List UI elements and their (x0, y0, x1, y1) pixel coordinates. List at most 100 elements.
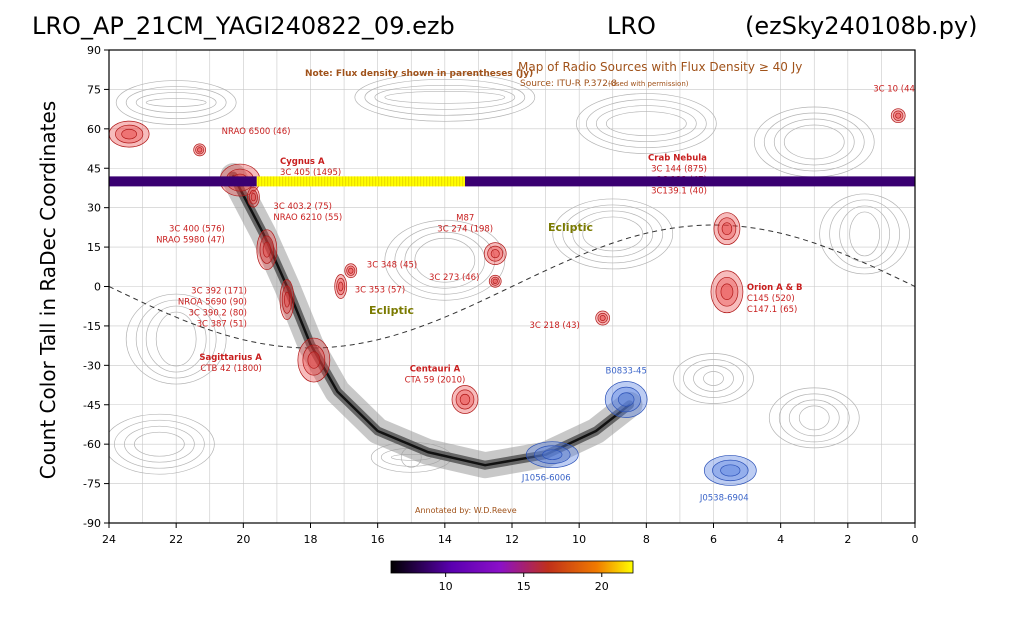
colorbar-tick-label: 10 (439, 580, 453, 593)
red-source-label: Crab Nebula (648, 154, 707, 164)
red-source-label: NROA 5690 (90) (178, 298, 247, 308)
x-tick-label: 18 (304, 533, 318, 546)
chart-header: LRO_AP_21CM_YAGI240822_09.ezb LRO (ezSky… (0, 12, 1024, 46)
map-title: Map of Radio Sources with Flux Density ≥… (518, 60, 802, 74)
y-tick-label: 45 (87, 162, 101, 175)
data-file-title: LRO_AP_21CM_YAGI240822_09.ezb (32, 12, 455, 40)
map-contour (135, 299, 217, 379)
x-tick-label: 12 (505, 533, 519, 546)
red-radio-source (262, 241, 271, 258)
map-contour (552, 198, 674, 270)
map-annotated-by: Annotated by: W.D.Reeve (415, 506, 517, 515)
red-radio-source (710, 270, 744, 314)
x-tick-label: 16 (371, 533, 385, 546)
red-radio-source (459, 393, 471, 406)
map-source-note: (Used with permission) (608, 80, 689, 88)
y-tick-label: -30 (83, 359, 101, 372)
map-contour (798, 405, 830, 431)
map-contour (414, 237, 476, 283)
red-source-label: NRAO 6500 (46) (222, 127, 291, 137)
red-radio-source (721, 222, 733, 236)
red-radio-source (599, 315, 606, 322)
map-contour (763, 112, 865, 172)
red-radio-source (248, 189, 258, 205)
x-tick-label: 2 (844, 533, 851, 546)
red-radio-source (715, 276, 739, 307)
red-source-label: 3C 353 (57) (355, 286, 405, 296)
map-contour (595, 105, 697, 142)
red-source-label: Sagittarius A (199, 353, 262, 363)
red-source-label: 3C 461 (2477) (22, 130, 83, 140)
red-source-label: 3C 387 (51) (197, 320, 247, 330)
x-tick-label: 22 (169, 533, 183, 546)
blue-radio-source (611, 386, 641, 413)
y-tick-label: 90 (87, 44, 101, 57)
map-contour (829, 199, 900, 269)
ecliptic-line (109, 224, 915, 349)
red-radio-source (338, 281, 344, 292)
red-radio-source (297, 337, 331, 383)
map-contour (114, 419, 205, 469)
blue-source-label: J1056-6006 (521, 474, 571, 484)
map-contour (703, 371, 724, 386)
map-contour (384, 219, 506, 301)
x-tick-label: 8 (643, 533, 650, 546)
red-source-label: 3C 403.2 (75) (273, 202, 332, 212)
x-tick-label: 6 (710, 533, 717, 546)
red-radio-source (455, 389, 475, 410)
map-contour (773, 118, 855, 166)
y-tick-label: 30 (87, 202, 101, 215)
red-radio-source (893, 110, 904, 121)
y-tick-label: -90 (83, 517, 101, 530)
red-source-label: Centauri A (410, 364, 461, 374)
red-radio-source (195, 145, 205, 155)
y-tick-label: 15 (87, 241, 101, 254)
y-tick-label: -60 (83, 438, 101, 451)
colorbar-gradient (390, 560, 634, 574)
map-note: Note: Flux density shown in parentheses … (305, 69, 533, 79)
red-radio-source (490, 249, 500, 259)
red-source-label: Orion A & B (747, 283, 803, 293)
x-tick-label: 20 (236, 533, 250, 546)
scan-segment (109, 176, 257, 187)
map-contour (839, 205, 890, 263)
red-radio-source (336, 277, 346, 296)
red-source-label: CTB 42 (1800) (200, 364, 261, 374)
red-radio-source (895, 112, 902, 119)
map-contour (849, 211, 880, 257)
ecliptic-label: Ecliptic (548, 221, 593, 234)
map-contour (155, 311, 197, 367)
map-contour (768, 387, 860, 449)
blue-radio-source (712, 459, 749, 482)
red-radio-source (597, 312, 608, 324)
red-radio-source (281, 285, 293, 314)
y-tick-label: 60 (87, 123, 101, 136)
red-source-label: C145 (520) (747, 294, 795, 304)
map-contour (582, 216, 644, 252)
red-source-label: Cygnus A (280, 157, 325, 167)
red-radio-source (307, 351, 321, 369)
map-contour (404, 231, 486, 289)
map-contour (585, 99, 707, 148)
map-contour (562, 204, 664, 264)
red-radio-source (487, 245, 504, 262)
map-contour (572, 210, 654, 258)
map-contour (783, 124, 845, 160)
y-tick-label: -75 (83, 478, 101, 491)
red-source-label: CTA 59 (2010) (405, 375, 466, 385)
red-source-label: 3C139.1 (40) (651, 187, 707, 197)
blue-source-label: J0538-6904 (699, 493, 749, 503)
station-title: LRO (607, 12, 656, 40)
red-radio-source (115, 124, 144, 144)
blue-radio-source (534, 445, 571, 464)
map-contour (124, 425, 195, 463)
red-source-label: 3C 392 (171) (191, 287, 247, 297)
blue-radio-source (617, 392, 635, 407)
x-tick-label: 10 (572, 533, 586, 546)
blue-radio-source (604, 381, 648, 418)
map-contour (134, 431, 185, 457)
red-radio-source (346, 265, 356, 276)
red-source-label: 3C 10 (44) (873, 85, 918, 95)
map-contour (605, 111, 687, 136)
colorbar: 10 15 20 (390, 560, 634, 593)
